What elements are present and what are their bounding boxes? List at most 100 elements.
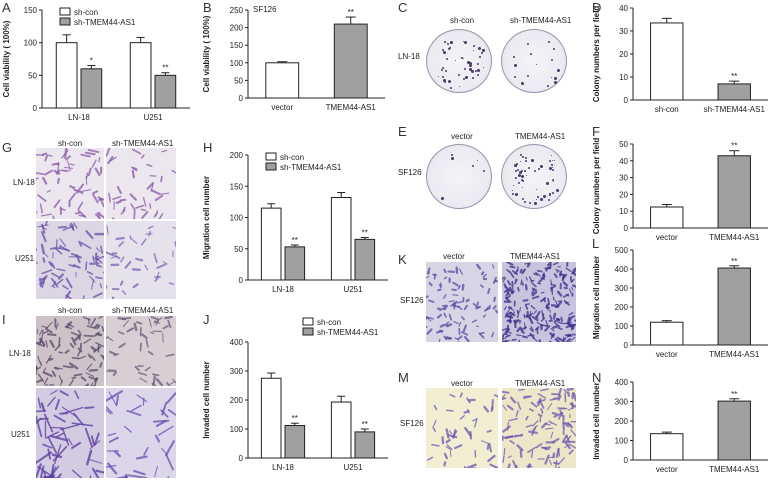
stained-cell: [428, 282, 433, 287]
bar: [333, 23, 368, 99]
stained-cell: [143, 447, 149, 456]
stained-cell: [529, 327, 533, 332]
y-tick-label: 200: [615, 303, 629, 312]
stained-cell: [565, 267, 572, 273]
stained-cell: [79, 189, 92, 193]
stained-cell: [461, 316, 465, 321]
stained-cell: [174, 241, 176, 247]
stained-cell: [45, 354, 52, 364]
stained-cell: [568, 449, 574, 455]
stained-cell: [458, 321, 462, 327]
stained-cell: [542, 273, 546, 278]
stained-cell: [40, 276, 46, 281]
legend-swatch: [265, 162, 277, 171]
stained-cell: [553, 273, 558, 279]
y-tick-label: 0: [624, 456, 629, 465]
stained-cell: [543, 297, 546, 303]
cell-texture: [502, 262, 576, 342]
stained-cell: [134, 365, 140, 372]
stained-cell: [62, 226, 72, 231]
colony-dot: [534, 170, 537, 173]
stained-cell: [96, 324, 101, 330]
panel-letter-l: L: [592, 236, 600, 251]
colony-dot: [524, 200, 527, 203]
chart-f-colony-numbers: 0 10 20 30 40 50 Colony numbers per field vecto…: [592, 138, 768, 242]
colony-dot: [444, 81, 447, 84]
stained-cell: [120, 256, 125, 263]
stained-cell: [551, 438, 560, 444]
stained-cell: [448, 430, 453, 434]
colony-dot: [512, 190, 514, 192]
stained-cell: [116, 475, 129, 478]
significance-mark: **: [348, 8, 354, 17]
stained-cell: [446, 444, 453, 451]
stained-cell: [438, 338, 441, 342]
colony-dot: [514, 76, 517, 79]
stained-cell: [512, 311, 516, 315]
y-tick-label: 100: [230, 59, 244, 68]
y-tick-label: 0: [239, 454, 244, 463]
y-tick-label: 50: [234, 76, 243, 85]
stained-cell: [547, 262, 552, 267]
stained-cell: [150, 331, 155, 335]
stained-cell: [516, 327, 521, 333]
stained-cell: [571, 392, 575, 400]
stained-cell: [45, 340, 48, 348]
stained-cell: [150, 189, 161, 196]
stained-cell: [552, 396, 559, 400]
m-col-label-tmem44-as1: TMEM44-AS1: [515, 379, 566, 388]
stained-cell: [529, 312, 534, 316]
significance-mark: **: [731, 390, 737, 399]
stained-cell: [36, 463, 42, 478]
stained-cell: [45, 431, 60, 439]
stained-cell: [112, 217, 116, 219]
stained-cell: [443, 294, 447, 299]
stained-cell: [44, 327, 53, 334]
stained-cell: [119, 280, 124, 286]
stained-cell: [551, 411, 558, 416]
y-tick-label: 100: [230, 214, 244, 223]
stained-cell: [93, 377, 98, 386]
cell-texture: [36, 221, 104, 299]
legend-swatch: [59, 7, 71, 16]
colony-dot: [548, 41, 551, 43]
stained-cell: [426, 326, 428, 328]
stained-cell: [541, 446, 547, 450]
stained-cell: [156, 263, 167, 269]
stained-cell: [549, 314, 553, 320]
stained-cell: [483, 405, 490, 413]
chart-b-cell-viability: 0 50 100 150 200 250 Cell viability ( 100%) SF1…: [202, 5, 385, 112]
stained-cell: [160, 409, 169, 418]
colony-dot: [552, 181, 554, 183]
stained-cell: [56, 278, 64, 285]
stained-cell: [115, 200, 122, 205]
invasion-micrograph: [106, 388, 176, 478]
stained-cell: [130, 166, 138, 172]
stained-cell: [77, 201, 84, 211]
stained-cell: [502, 405, 507, 411]
stained-cell: [502, 397, 507, 401]
stained-cell: [544, 427, 554, 430]
stained-cell: [550, 328, 555, 332]
stained-cell: [97, 198, 104, 201]
stained-cell: [506, 262, 514, 266]
stained-cell: [547, 402, 553, 411]
significance-mark: **: [731, 142, 737, 151]
x-tick-label: TMEM44-AS1: [709, 350, 760, 359]
stained-cell: [556, 270, 559, 274]
stained-cell: [87, 148, 100, 154]
colony-dot: [521, 174, 525, 178]
y-tick-label: 50: [28, 71, 37, 80]
stained-cell: [78, 240, 83, 247]
stained-cell: [517, 286, 520, 292]
stained-cell: [487, 454, 496, 463]
stained-cell: [112, 195, 122, 201]
stained-cell: [439, 306, 446, 312]
stained-cell: [38, 337, 43, 346]
stained-cell: [90, 346, 97, 352]
stained-cell: [530, 305, 536, 310]
cell-texture: [426, 263, 498, 342]
y-tick-label: 20: [619, 50, 628, 59]
stained-cell: [564, 333, 572, 337]
colony-dot: [514, 170, 517, 173]
